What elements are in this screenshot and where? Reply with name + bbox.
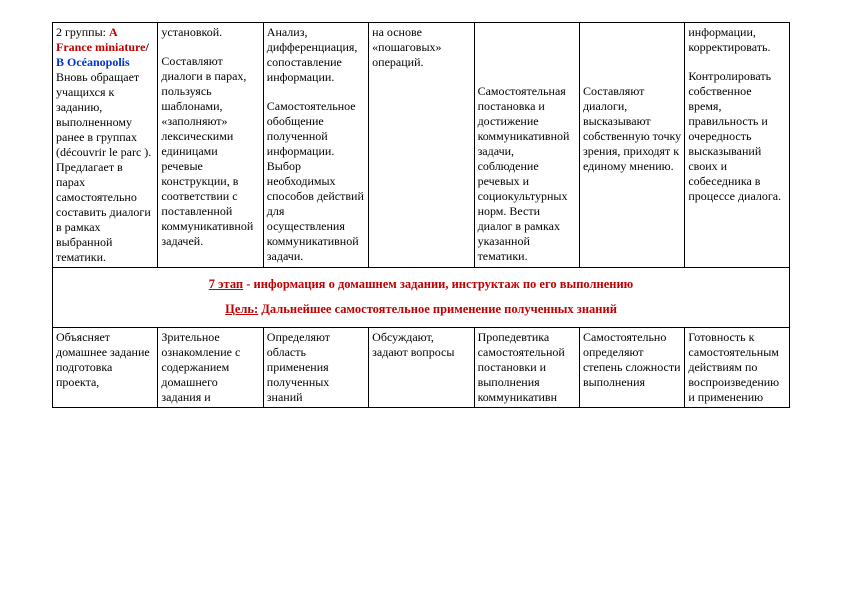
cell-r1-c2-p2: Составляют диалоги в парах, пользуясь ша… xyxy=(161,54,259,249)
cell-r1-c7-p2: Контролировать собственное время, правил… xyxy=(688,69,786,204)
cell-r3-c2: Зрительное ознакомление с содержанием до… xyxy=(158,327,263,407)
cell-r3-c3: Определяют область применения полученных… xyxy=(263,327,368,407)
content-row-3: Объясняет домашнее задание подготовка пр… xyxy=(53,327,790,407)
group-b: B Océanopolis xyxy=(56,55,130,69)
cell-r1-c6: Составляют диалоги, высказывают собствен… xyxy=(579,23,684,268)
lesson-plan-table: 2 группы: A France miniature/ B Océanopo… xyxy=(52,22,790,408)
cell-r1-c3: Анализ, дифференциация, сопоставление ин… xyxy=(263,23,368,268)
cell-r1-c3-p1: Анализ, дифференциация, сопоставление ин… xyxy=(267,25,365,85)
cell-r1-c1: 2 группы: A France miniature/ B Océanopo… xyxy=(53,23,158,268)
content-row-1: 2 группы: A France miniature/ B Océanopo… xyxy=(53,23,790,268)
stage-header-cell: 7 этап - информация о домашнем задании, … xyxy=(53,268,790,328)
cell-r1-c4: на основе «пошаговых» операций. xyxy=(369,23,474,268)
cell-r3-c6: Самостоятельно определяют степень сложно… xyxy=(579,327,684,407)
cell-r3-c7: Готовность к самостоятельным действиям п… xyxy=(685,327,790,407)
cell-r3-c4: Обсуждают, задают вопросы xyxy=(369,327,474,407)
goal-label: Цель: xyxy=(225,302,258,316)
cell-r1-c4-p1: на основе «пошаговых» операций. xyxy=(372,25,470,70)
cell-r1-c5-p2: Самостоятельная постановка и достижение … xyxy=(478,84,576,264)
cell-r3-c1: Объясняет домашнее задание подготовка пр… xyxy=(53,327,158,407)
cell-r1-c2-p1: установкой. xyxy=(161,25,259,40)
cell-r1-c7: информации, корректировать. Контролирова… xyxy=(685,23,790,268)
groups-prefix: 2 группы: xyxy=(56,25,109,39)
cell-r1-c5: Самостоятельная постановка и достижение … xyxy=(474,23,579,268)
cell-r1-c7-p1: информации, корректировать. xyxy=(688,25,786,55)
cell-r1-c1-rest: Вновь обращает учащихся к заданию, выпол… xyxy=(56,70,154,265)
stage-title-rest: - информация о домашнем задании, инструк… xyxy=(243,277,633,291)
cell-r1-c3-p2: Самостоятельное обобщение полученной инф… xyxy=(267,99,365,264)
cell-r1-c2: установкой. Составляют диалоги в парах, … xyxy=(158,23,263,268)
cell-r3-c5: Пропедевтика самостоятельной постановки … xyxy=(474,327,579,407)
stage-label: 7 этап xyxy=(209,277,243,291)
stage-header-row: 7 этап - информация о домашнем задании, … xyxy=(53,268,790,328)
cell-r1-c6-p2: Составляют диалоги, высказывают собствен… xyxy=(583,84,681,174)
goal-rest: Дальнейшее самостоятельное применение по… xyxy=(258,302,617,316)
slash: / xyxy=(145,40,148,54)
